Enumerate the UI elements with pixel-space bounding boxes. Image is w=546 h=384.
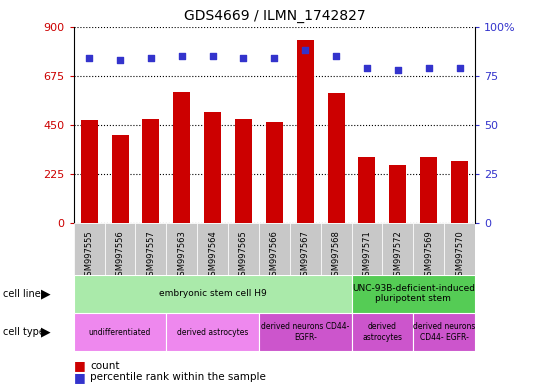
Bar [413, 223, 444, 275]
Bar [197, 223, 228, 275]
Bar [167, 223, 197, 275]
Text: derived neurons CD44-
EGFR-: derived neurons CD44- EGFR- [261, 323, 349, 342]
Text: ▶: ▶ [41, 287, 51, 300]
Bar [420, 157, 437, 223]
Bar [352, 313, 413, 351]
Point [85, 55, 93, 61]
Bar [105, 223, 135, 275]
Bar [352, 275, 475, 313]
Point [208, 53, 217, 59]
Text: undifferentiated: undifferentiated [89, 328, 151, 337]
Text: UNC-93B-deficient-induced
pluripotent stem: UNC-93B-deficient-induced pluripotent st… [352, 284, 475, 303]
Text: GSM997555: GSM997555 [85, 230, 94, 281]
Bar [382, 223, 413, 275]
Bar [328, 93, 345, 223]
Bar [235, 119, 252, 223]
Point [116, 57, 124, 63]
Text: ■: ■ [74, 359, 86, 372]
Bar [74, 223, 105, 275]
Bar [135, 223, 167, 275]
Text: GSM997572: GSM997572 [393, 230, 402, 281]
Bar [81, 121, 98, 223]
Bar [204, 112, 221, 223]
Bar [413, 313, 475, 351]
Bar [352, 223, 382, 275]
Text: percentile rank within the sample: percentile rank within the sample [90, 372, 266, 382]
Text: ▶: ▶ [41, 326, 51, 339]
Bar [173, 92, 190, 223]
Bar [321, 223, 352, 275]
Text: GSM997570: GSM997570 [455, 230, 464, 281]
Text: embryonic stem cell H9: embryonic stem cell H9 [159, 289, 266, 298]
Text: derived neurons
CD44- EGFR-: derived neurons CD44- EGFR- [413, 323, 476, 342]
Bar [143, 119, 159, 223]
Bar [259, 313, 352, 351]
Text: cell line: cell line [3, 289, 40, 299]
Point [270, 55, 279, 61]
Text: GSM997557: GSM997557 [146, 230, 156, 281]
Bar [259, 223, 290, 275]
Bar [266, 121, 283, 223]
Text: derived astrocytes: derived astrocytes [177, 328, 248, 337]
Point [424, 65, 433, 71]
Text: GSM997556: GSM997556 [116, 230, 124, 281]
Point [146, 55, 155, 61]
Text: ■: ■ [74, 371, 86, 384]
Bar [444, 223, 475, 275]
Bar [111, 135, 128, 223]
Text: GSM997565: GSM997565 [239, 230, 248, 281]
Bar [296, 40, 314, 223]
Point [394, 67, 402, 73]
Text: GSM997569: GSM997569 [424, 230, 433, 281]
Text: GSM997567: GSM997567 [301, 230, 310, 281]
Bar [167, 313, 259, 351]
Text: cell type: cell type [3, 327, 45, 337]
Bar [74, 313, 167, 351]
Bar [389, 165, 406, 223]
Point [239, 55, 248, 61]
Point [363, 65, 371, 71]
Text: derived
astrocytes: derived astrocytes [363, 323, 402, 342]
Bar [359, 157, 376, 223]
Point [332, 53, 341, 59]
Bar [74, 275, 352, 313]
Title: GDS4669 / ILMN_1742827: GDS4669 / ILMN_1742827 [183, 9, 365, 23]
Point [301, 47, 310, 53]
Point [177, 53, 186, 59]
Point [455, 65, 464, 71]
Bar [451, 161, 468, 223]
Text: GSM997566: GSM997566 [270, 230, 279, 281]
Text: count: count [90, 361, 120, 371]
Bar [228, 223, 259, 275]
Text: GSM997571: GSM997571 [363, 230, 371, 281]
Text: GSM997564: GSM997564 [208, 230, 217, 281]
Bar [290, 223, 321, 275]
Text: GSM997568: GSM997568 [331, 230, 341, 281]
Text: GSM997563: GSM997563 [177, 230, 186, 281]
